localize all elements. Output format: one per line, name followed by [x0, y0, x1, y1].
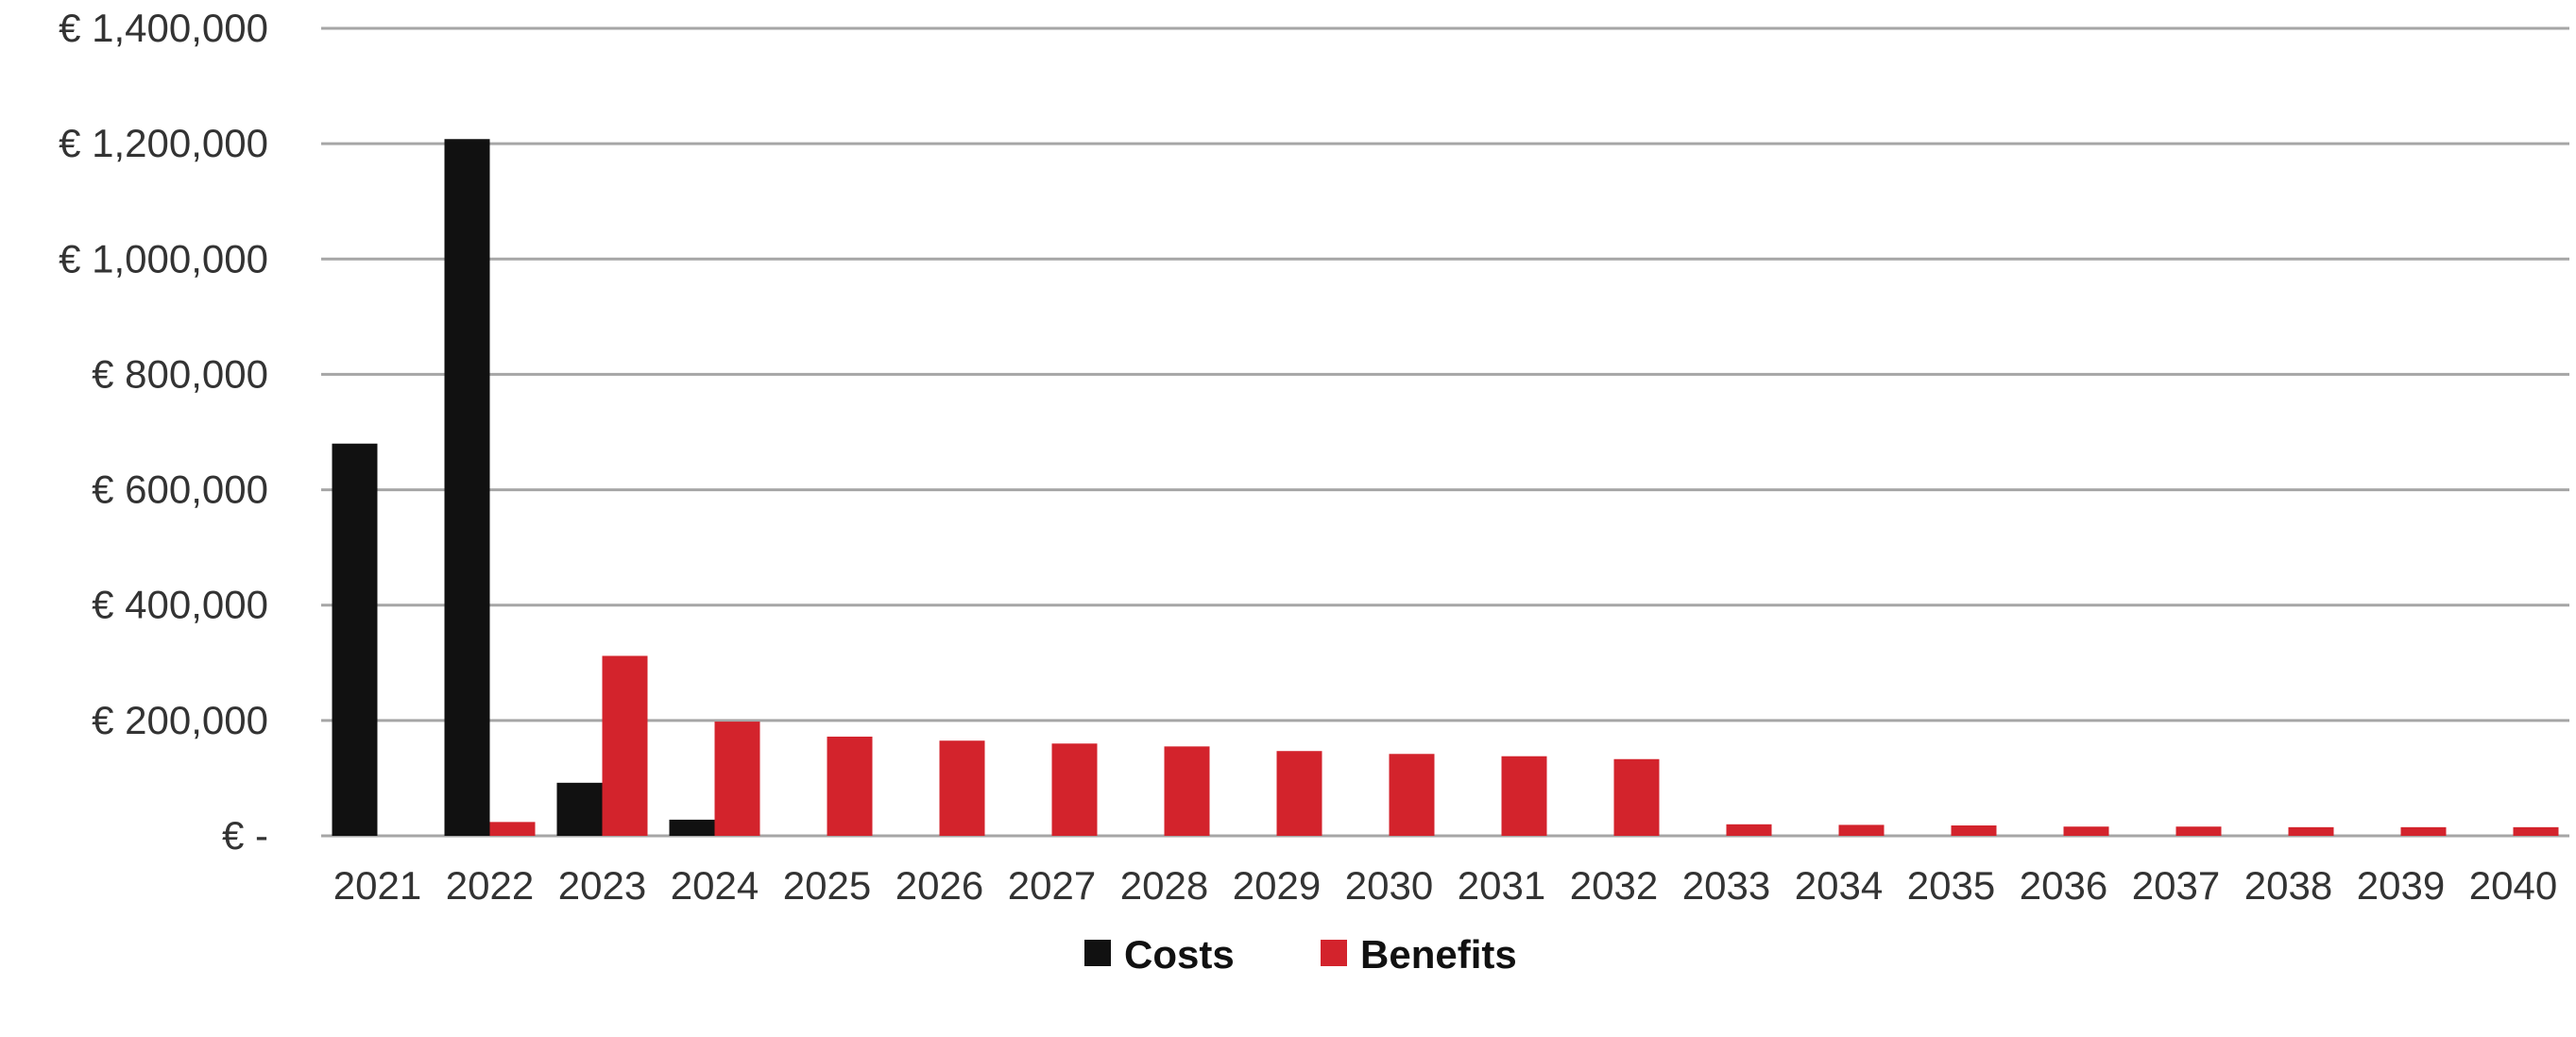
legend-label-costs: Costs: [1124, 932, 1235, 977]
bar-costs-2021: [332, 443, 378, 836]
bar-benefits-2040: [2513, 826, 2559, 836]
bar-benefits-2038: [2288, 826, 2334, 836]
bars: [332, 139, 2559, 836]
x-tick-label: 2032: [1570, 863, 1658, 908]
bar-benefits-2033: [1726, 824, 1772, 836]
y-tick-label: € 1,000,000: [59, 236, 268, 280]
legend: Costs Benefits: [1084, 932, 1517, 977]
y-tick-label: € 400,000: [92, 583, 268, 627]
bar-benefits-2030: [1389, 754, 1435, 836]
y-tick-label: € -: [222, 813, 268, 858]
y-tick-label: € 1,200,000: [59, 121, 268, 165]
x-tick-label: 2024: [671, 863, 759, 908]
bar-benefits-2024: [714, 722, 760, 836]
legend-swatch-costs: [1084, 940, 1111, 966]
bar-benefits-2034: [1838, 824, 1885, 836]
x-tick-label: 2030: [1345, 863, 1433, 908]
bar-benefits-2028: [1164, 746, 1210, 836]
x-tick-label: 2040: [2469, 863, 2557, 908]
x-tick-label: 2021: [333, 863, 421, 908]
x-tick-label: 2031: [1458, 863, 1545, 908]
x-tick-label: 2023: [558, 863, 646, 908]
y-tick-label: € 800,000: [92, 351, 268, 396]
x-tick-label: 2037: [2132, 863, 2220, 908]
x-tick-label: 2027: [1008, 863, 1096, 908]
x-tick-label: 2033: [1682, 863, 1770, 908]
bar-costs-2023: [556, 782, 603, 836]
x-tick-label: 2039: [2357, 863, 2445, 908]
y-axis-tick-labels: € - € 200,000 € 400,000 € 600,000 € 800,000 €…: [59, 6, 268, 858]
bar-costs-2022: [444, 139, 490, 836]
y-tick-label: € 1,400,000: [59, 6, 268, 50]
bar-benefits-2029: [1276, 751, 1322, 836]
legend-swatch-benefits: [1321, 940, 1347, 966]
y-tick-label: € 200,000: [92, 698, 268, 742]
x-axis-tick-labels: 2021 2022 2023 2024 2025 2026 2027 2028 2029 2030…: [333, 863, 2557, 908]
bar-benefits-2025: [827, 736, 873, 836]
x-tick-label: 2035: [1907, 863, 1995, 908]
bar-benefits-2032: [1613, 758, 1660, 836]
bar-benefits-2031: [1501, 756, 1547, 836]
bar-benefits-2022: [489, 822, 536, 836]
legend-label-benefits: Benefits: [1360, 932, 1517, 977]
x-tick-label: 2025: [783, 863, 871, 908]
bar-benefits-2023: [602, 655, 648, 836]
bar-benefits-2026: [939, 740, 985, 836]
y-tick-label: € 600,000: [92, 468, 268, 512]
x-tick-label: 2036: [2020, 863, 2107, 908]
bar-costs-2024: [669, 819, 715, 836]
bar-benefits-2027: [1051, 743, 1098, 836]
gridlines: [321, 26, 2569, 838]
x-tick-label: 2026: [896, 863, 983, 908]
bar-benefits-2039: [2400, 826, 2447, 836]
bar-benefits-2037: [2175, 826, 2222, 836]
bar-benefits-2035: [1951, 825, 1997, 836]
x-tick-label: 2022: [446, 863, 534, 908]
x-tick-label: 2034: [1795, 863, 1883, 908]
x-tick-label: 2029: [1233, 863, 1321, 908]
bar-benefits-2036: [2063, 826, 2109, 836]
x-tick-label: 2028: [1120, 863, 1208, 908]
x-tick-label: 2038: [2244, 863, 2332, 908]
